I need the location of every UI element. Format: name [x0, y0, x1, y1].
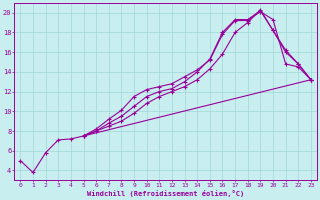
X-axis label: Windchill (Refroidissement éolien,°C): Windchill (Refroidissement éolien,°C)	[87, 190, 244, 197]
